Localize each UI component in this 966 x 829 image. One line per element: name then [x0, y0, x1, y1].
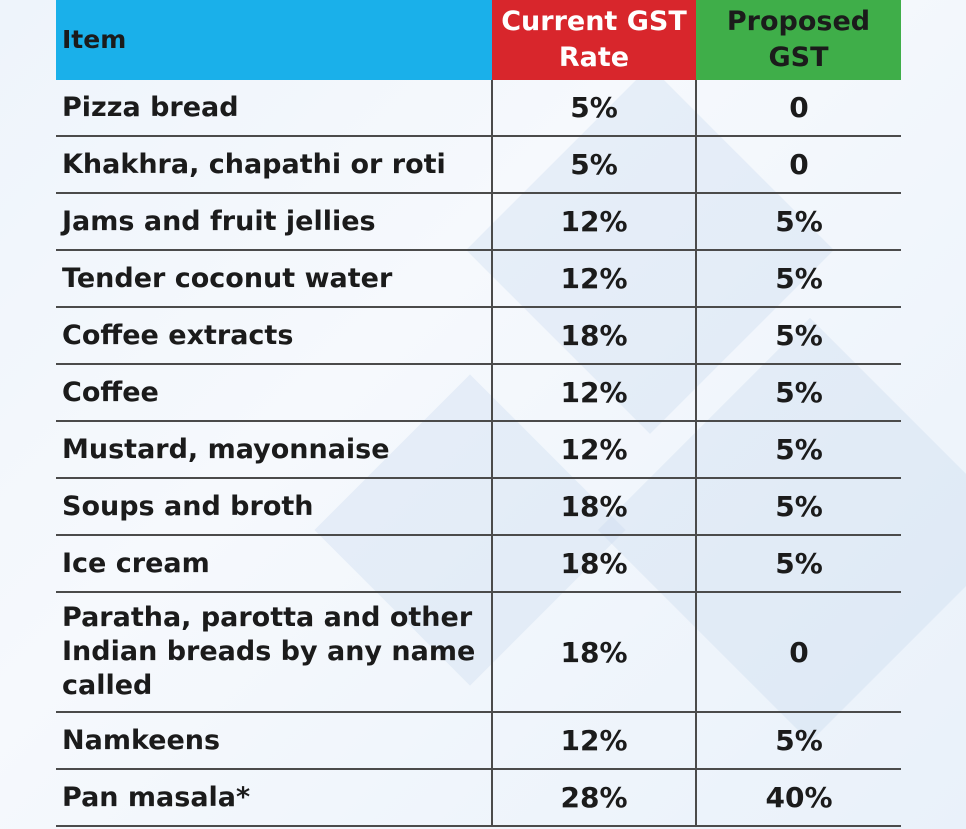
- item-name: Tender coconut water: [56, 250, 492, 308]
- item-name: Paratha, parotta and other Indian breads…: [56, 592, 492, 713]
- proposed-rate: 5%: [696, 421, 901, 479]
- current-rate: 12%: [491, 712, 697, 770]
- current-rate: 12%: [491, 421, 697, 479]
- table-row: Namkeens 12% 5%: [56, 712, 901, 770]
- item-name: Coffee: [56, 364, 492, 422]
- header-item: Item: [56, 0, 492, 80]
- proposed-rate: 0: [696, 592, 901, 713]
- table-row: Pizza bread 5% 0: [56, 80, 901, 137]
- item-name: Pizza bread: [56, 80, 492, 137]
- proposed-rate: 5%: [696, 193, 901, 251]
- proposed-rate: 5%: [696, 535, 901, 593]
- current-rate: 18%: [491, 535, 697, 593]
- item-name: Namkeens: [56, 712, 492, 770]
- current-rate: 12%: [491, 364, 697, 422]
- current-rate: 12%: [491, 250, 697, 308]
- gst-rate-table: Item Current GST Rate Proposed GST Pizza…: [56, 0, 901, 827]
- proposed-rate: 5%: [696, 364, 901, 422]
- item-name: Mustard, mayonnaise: [56, 421, 492, 479]
- current-rate: 18%: [491, 307, 697, 365]
- table-row: Pan masala* 28% 40%: [56, 769, 901, 827]
- table-row: Paratha, parotta and other Indian breads…: [56, 592, 901, 713]
- item-name: Pan masala*: [56, 769, 492, 827]
- item-name: Coffee extracts: [56, 307, 492, 365]
- current-rate: 5%: [491, 80, 697, 137]
- proposed-rate: 0: [696, 80, 901, 137]
- table-row: Jams and fruit jellies 12% 5%: [56, 193, 901, 251]
- proposed-rate: 40%: [696, 769, 901, 827]
- proposed-rate: 5%: [696, 712, 901, 770]
- item-name: Ice cream: [56, 535, 492, 593]
- item-name: Khakhra, chapathi or roti: [56, 136, 492, 194]
- current-rate: 18%: [491, 592, 697, 713]
- table-row: Tender coconut water 12% 5%: [56, 250, 901, 308]
- current-rate: 18%: [491, 478, 697, 536]
- header-current-gst-rate: Current GST Rate: [492, 0, 696, 80]
- proposed-rate: 0: [696, 136, 901, 194]
- proposed-rate: 5%: [696, 307, 901, 365]
- table-row: Soups and broth 18% 5%: [56, 478, 901, 536]
- proposed-rate: 5%: [696, 478, 901, 536]
- table-row: Coffee 12% 5%: [56, 364, 901, 422]
- item-name: Jams and fruit jellies: [56, 193, 492, 251]
- table-row: Mustard, mayonnaise 12% 5%: [56, 421, 901, 479]
- proposed-rate: 5%: [696, 250, 901, 308]
- current-rate: 12%: [491, 193, 697, 251]
- table-row: Coffee extracts 18% 5%: [56, 307, 901, 365]
- table-row: Ice cream 18% 5%: [56, 535, 901, 593]
- table-row: Khakhra, chapathi or roti 5% 0: [56, 136, 901, 194]
- item-name: Soups and broth: [56, 478, 492, 536]
- header-proposed-gst: Proposed GST: [696, 0, 901, 80]
- current-rate: 28%: [491, 769, 697, 827]
- current-rate: 5%: [491, 136, 697, 194]
- table-header-row: Item Current GST Rate Proposed GST: [56, 0, 901, 80]
